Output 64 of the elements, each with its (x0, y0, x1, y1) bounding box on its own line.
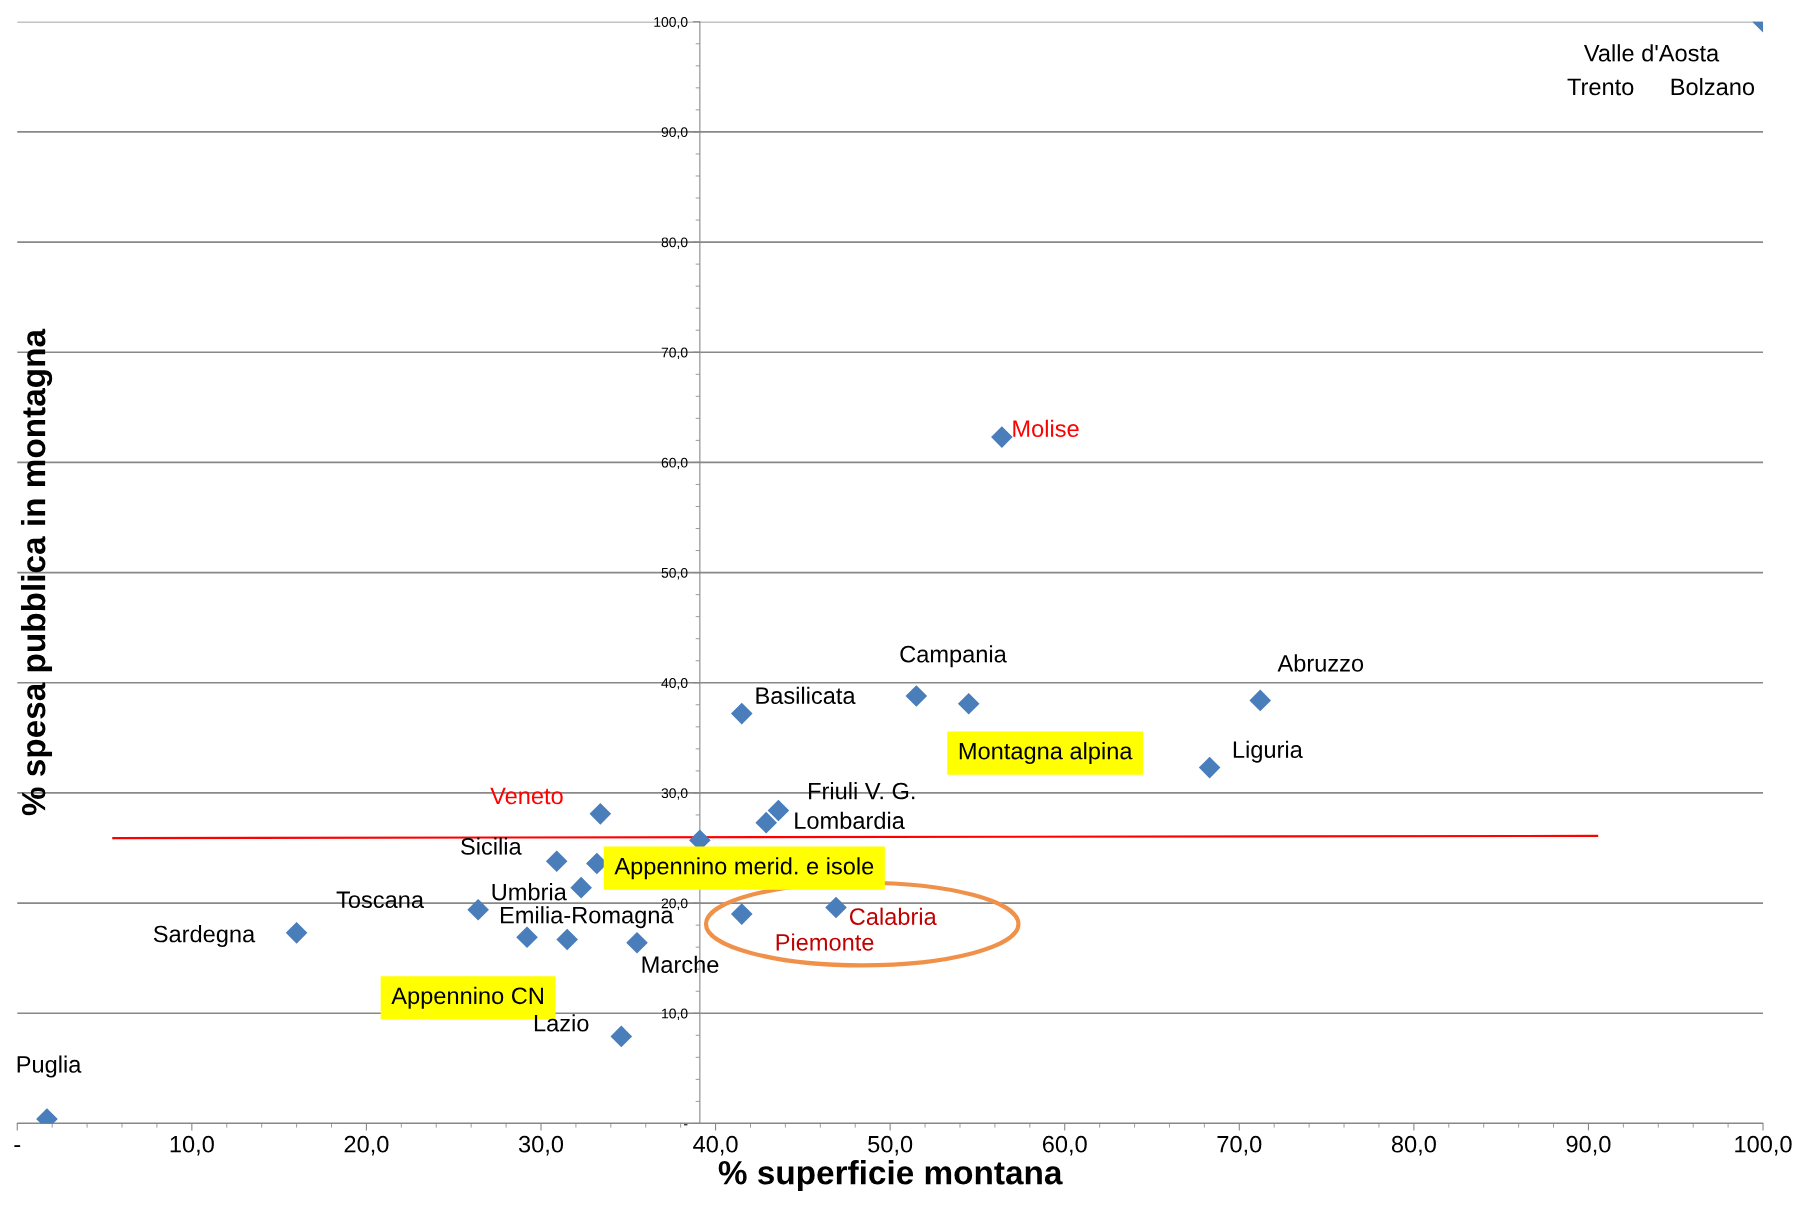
annotation: Campania (900, 645, 1007, 668)
point (589, 803, 611, 825)
point (958, 693, 980, 715)
x-tick-label: 80,0 (1391, 1135, 1436, 1156)
y-tick-label: 80,0 (661, 237, 688, 249)
x-tick-label: 10,0 (170, 1135, 214, 1156)
y-tick-label: 60,0 (661, 457, 688, 470)
x-tick-label: 60,0 (1042, 1135, 1087, 1156)
point (1199, 757, 1221, 779)
annotation: Calabria (849, 907, 937, 925)
annotation: Veneto (490, 787, 563, 805)
x-tick-label: 100,0 (1735, 1135, 1792, 1156)
point (467, 899, 489, 921)
point (991, 426, 1013, 448)
annotation: Valle d'Aosta (1583, 44, 1720, 62)
annotation: Appennino CN (391, 986, 543, 1009)
x-tick-label: - (14, 1145, 21, 1148)
annotation: Friuli V. G. (809, 782, 915, 800)
y-tick-label: 50,0 (661, 567, 688, 580)
point (905, 685, 927, 707)
x-axis-title: % superficie montana (718, 1160, 1063, 1192)
point (731, 703, 753, 725)
y-tick-label: 90,0 (661, 127, 688, 139)
point (825, 896, 847, 919)
x-tick-label: 20,0 (344, 1135, 389, 1156)
point (626, 932, 648, 954)
x-tick-label: 70,0 (1217, 1135, 1262, 1156)
annotation: Molise (1013, 419, 1079, 438)
annotation: Basilicata (756, 686, 856, 705)
annotation: Lombardia (795, 811, 905, 830)
point (570, 877, 592, 899)
y-tick-label: 100,0 (654, 17, 688, 29)
x-tick-label: 90,0 (1566, 1135, 1611, 1156)
y-tick-label: 70,0 (661, 347, 688, 360)
annotation: Toscana (336, 891, 424, 909)
annotation: Lazio (534, 1014, 589, 1032)
annotation: Montagna alpina (959, 742, 1133, 765)
point (767, 800, 789, 822)
point (610, 1025, 632, 1047)
point (546, 850, 568, 872)
y-axis-title: % spesa pubblica in montagna (20, 328, 53, 816)
y-tick-label: 10,0 (662, 1008, 688, 1021)
point (731, 903, 753, 925)
annotation: Puglia (17, 1055, 82, 1078)
annotation: Umbria (492, 883, 567, 901)
y-tick-label: - (684, 1124, 688, 1126)
annotation: Appennino merid. e isole (614, 857, 874, 880)
annotation: Trento (1567, 78, 1634, 96)
y-tick-label: 40,0 (661, 678, 688, 690)
annotation: Sardegna (153, 925, 256, 948)
point (556, 928, 578, 950)
annotation: Marche (642, 955, 719, 973)
annotation: Abruzzo (1277, 654, 1364, 672)
point (1249, 689, 1271, 711)
x-tick-label: 40,0 (693, 1135, 738, 1156)
y-tick-label: 30,0 (661, 788, 688, 800)
annotation: Bolzano (1671, 77, 1755, 96)
annotation: Liguria (1233, 740, 1303, 763)
annotation: Piemonte (776, 933, 874, 951)
x-tick-label: 50,0 (868, 1135, 913, 1156)
annotation: Sicilia (461, 837, 522, 855)
point (755, 812, 777, 834)
point (286, 922, 308, 944)
x-tick-label: 30,0 (518, 1135, 564, 1156)
